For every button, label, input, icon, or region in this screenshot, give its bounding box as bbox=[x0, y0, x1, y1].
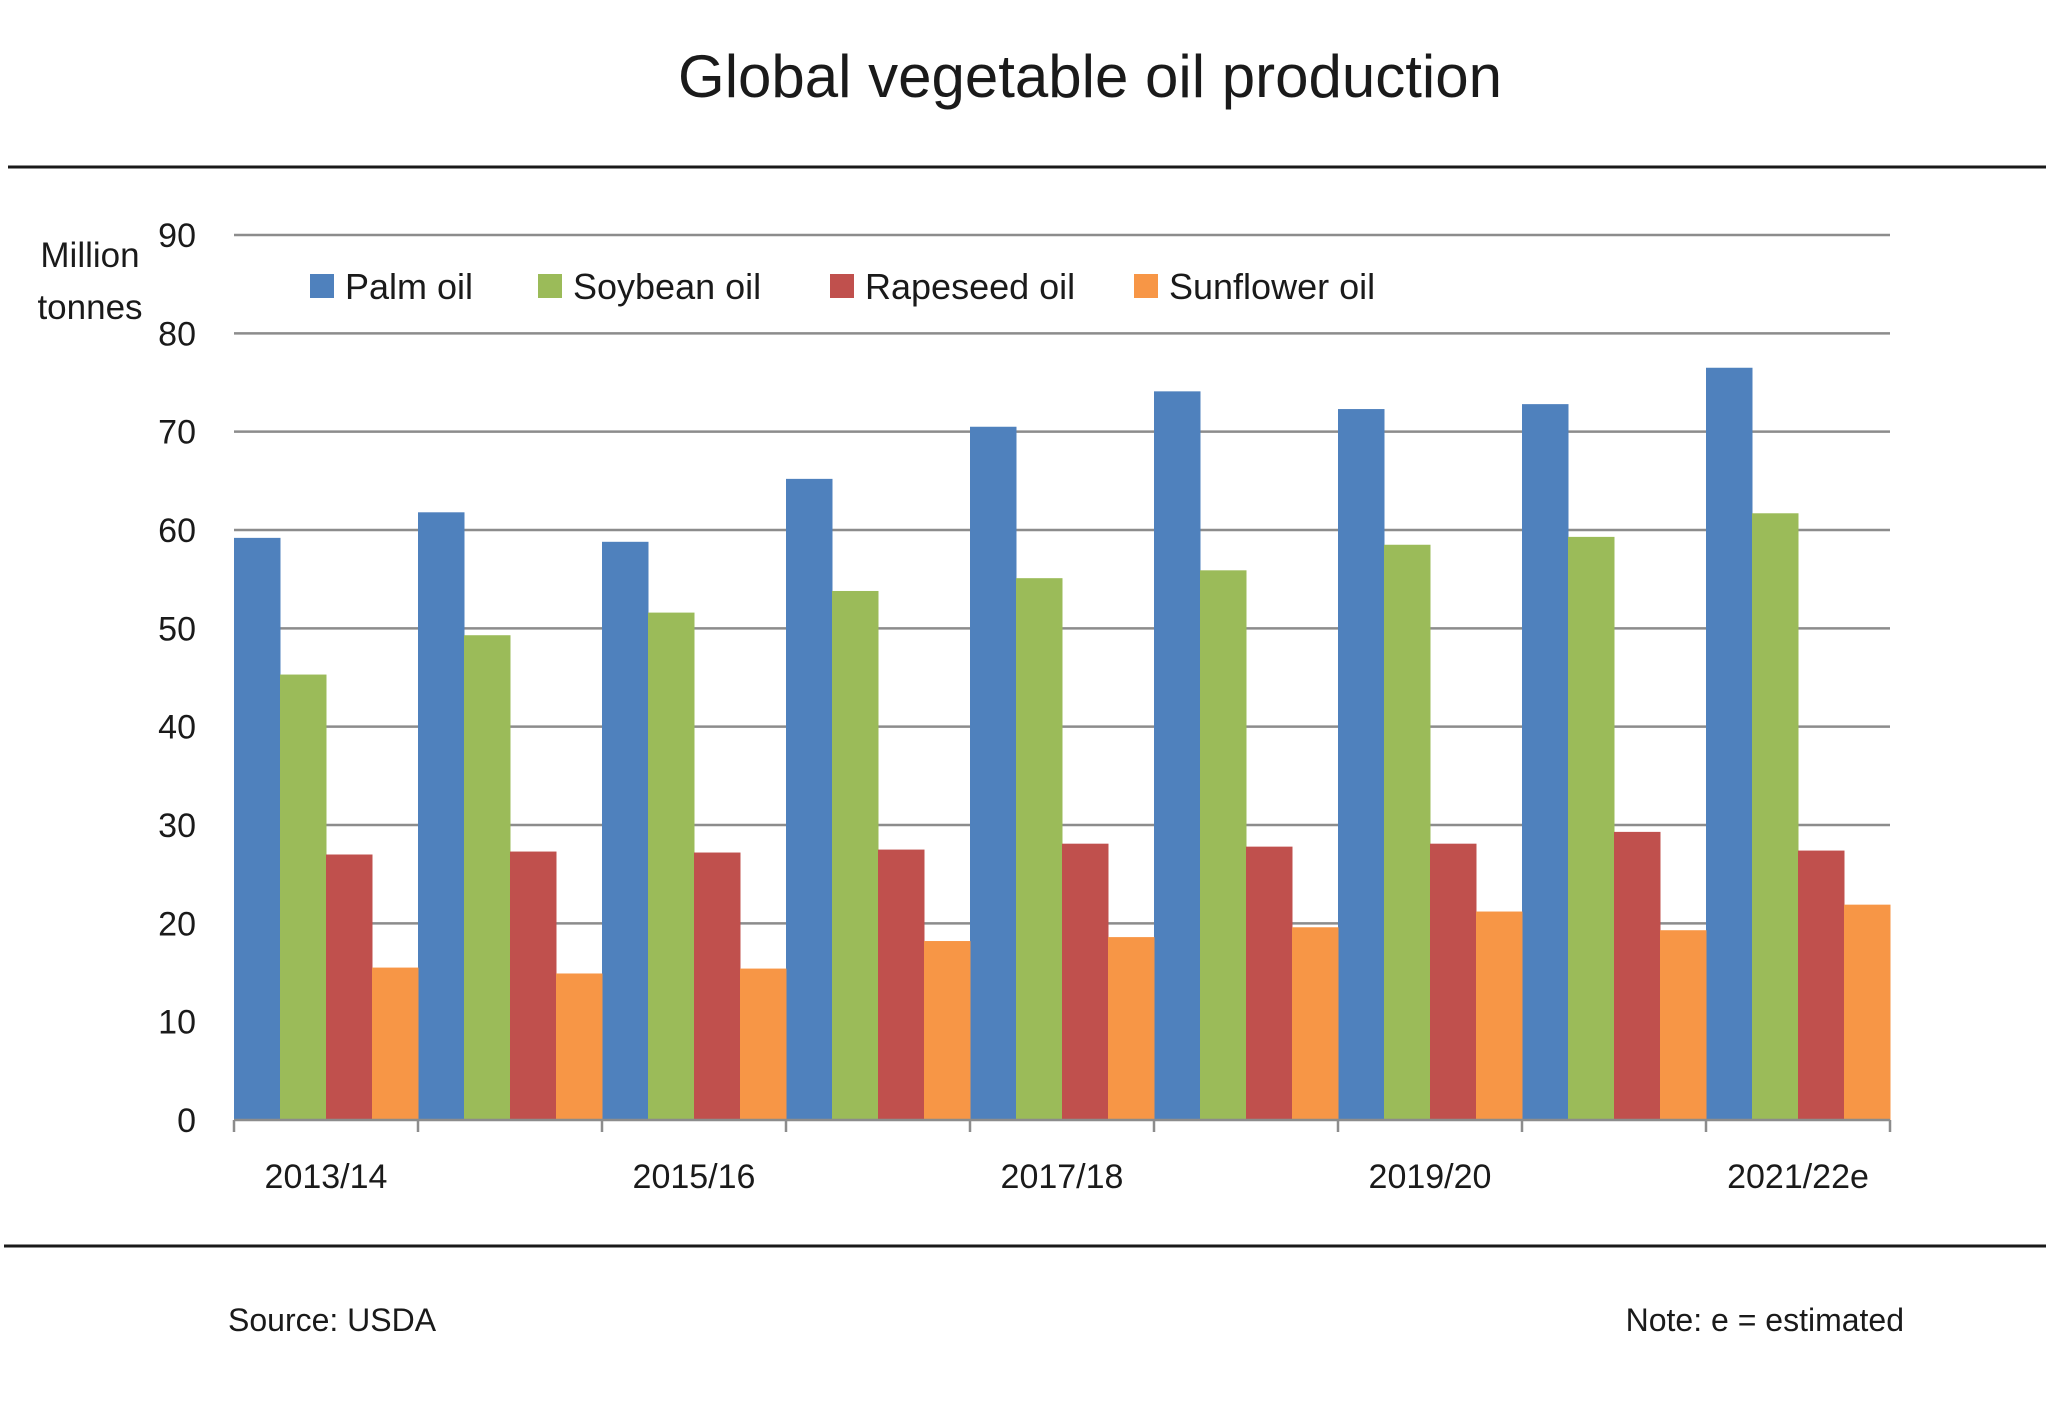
y-tick-labels: 0 10 20 30 40 50 60 70 80 90 bbox=[158, 217, 196, 1140]
bar-sunflower-oil-2019-20 bbox=[1476, 911, 1523, 1120]
bar-sunflower-oil-2018-19 bbox=[1292, 927, 1339, 1120]
x-tick-label: 2015/16 bbox=[633, 1158, 756, 1196]
bar-rapeseed-oil-2013-14 bbox=[326, 854, 373, 1120]
bar-rapeseed-oil-2014-15 bbox=[510, 851, 557, 1120]
bar-rapeseed-oil-2020-21 bbox=[1614, 831, 1661, 1120]
bar-palm-oil-2013-14 bbox=[234, 537, 281, 1120]
estimate-note: Note: e = estimated bbox=[1626, 1302, 1904, 1338]
y-axis-label-line-2: tonnes bbox=[37, 288, 142, 327]
x-tick-label: 2013/14 bbox=[265, 1158, 388, 1196]
y-tick-label: 50 bbox=[158, 610, 196, 648]
bar-rapeseed-oil-2016-17 bbox=[878, 849, 925, 1120]
bar-soybean-oil-2016-17 bbox=[832, 590, 879, 1120]
bar-rapeseed-oil-2018-19 bbox=[1246, 846, 1293, 1120]
bar-soybean-oil-2017-18 bbox=[1016, 578, 1063, 1120]
y-tick-label: 60 bbox=[158, 512, 196, 550]
bars bbox=[234, 367, 1891, 1121]
bar-sunflower-oil-2014-15 bbox=[556, 973, 603, 1120]
bar-palm-oil-2018-19 bbox=[1154, 391, 1201, 1121]
bar-sunflower-oil-2015-16 bbox=[740, 968, 787, 1120]
bar-sunflower-oil-2020-21 bbox=[1660, 930, 1707, 1120]
bar-palm-oil-2015-16 bbox=[602, 541, 649, 1120]
bar-soybean-oil-2014-15 bbox=[464, 635, 511, 1120]
legend-label: Sunflower oil bbox=[1169, 266, 1375, 307]
legend-label: Rapeseed oil bbox=[865, 266, 1075, 307]
bar-palm-oil-2019-20 bbox=[1338, 409, 1385, 1120]
bar-palm-oil-2016-17 bbox=[786, 478, 833, 1120]
bar-sunflower-oil-2021-22e bbox=[1844, 904, 1891, 1120]
y-tick-label: 40 bbox=[158, 709, 196, 747]
legend-label: Palm oil bbox=[345, 266, 473, 307]
y-tick-label: 80 bbox=[158, 315, 196, 353]
bar-soybean-oil-2015-16 bbox=[648, 612, 695, 1120]
y-tick-label: 0 bbox=[177, 1102, 196, 1140]
y-axis-label-line-1: Million bbox=[40, 236, 139, 275]
bar-soybean-oil-2020-21 bbox=[1568, 536, 1615, 1120]
bar-soybean-oil-2013-14 bbox=[280, 674, 327, 1120]
bar-rapeseed-oil-2019-20 bbox=[1430, 843, 1477, 1120]
legend-swatch bbox=[538, 274, 562, 298]
y-tick-label: 30 bbox=[158, 807, 196, 845]
bar-palm-oil-2017-18 bbox=[970, 426, 1017, 1120]
y-tick-label: 10 bbox=[158, 1004, 196, 1042]
source-note: Source: USDA bbox=[228, 1302, 437, 1338]
x-tick-label: 2021/22e bbox=[1727, 1158, 1869, 1196]
x-axis bbox=[232, 1118, 1892, 1132]
x-tick-label: 2017/18 bbox=[1001, 1158, 1124, 1196]
x-tick-labels: 2013/14 2015/16 2017/18 2019/20 2021/22e bbox=[265, 1158, 1869, 1196]
legend-swatch bbox=[1134, 274, 1158, 298]
chart-title: Global vegetable oil production bbox=[678, 43, 1502, 110]
bar-palm-oil-2014-15 bbox=[418, 512, 465, 1120]
bar-sunflower-oil-2017-18 bbox=[1108, 937, 1155, 1120]
legend-swatch bbox=[310, 274, 334, 298]
y-tick-label: 70 bbox=[158, 414, 196, 452]
bar-soybean-oil-2021-22e bbox=[1752, 513, 1799, 1120]
bar-rapeseed-oil-2017-18 bbox=[1062, 843, 1109, 1120]
bar-sunflower-oil-2013-14 bbox=[372, 967, 419, 1120]
bar-soybean-oil-2018-19 bbox=[1200, 570, 1247, 1120]
y-tick-label: 90 bbox=[158, 217, 196, 255]
legend-label: Soybean oil bbox=[573, 266, 761, 307]
bar-sunflower-oil-2016-17 bbox=[924, 941, 971, 1120]
bar-rapeseed-oil-2021-22e bbox=[1798, 850, 1845, 1120]
x-tick-label: 2019/20 bbox=[1369, 1158, 1492, 1196]
bar-palm-oil-2021-22e bbox=[1706, 367, 1753, 1120]
bar-rapeseed-oil-2015-16 bbox=[694, 852, 741, 1120]
y-tick-label: 20 bbox=[158, 905, 196, 943]
bar-palm-oil-2020-21 bbox=[1522, 404, 1569, 1120]
legend-swatch bbox=[830, 274, 854, 298]
bar-soybean-oil-2019-20 bbox=[1384, 544, 1431, 1120]
legend: Palm oil Soybean oil Rapeseed oil Sunflower… bbox=[310, 266, 1375, 307]
